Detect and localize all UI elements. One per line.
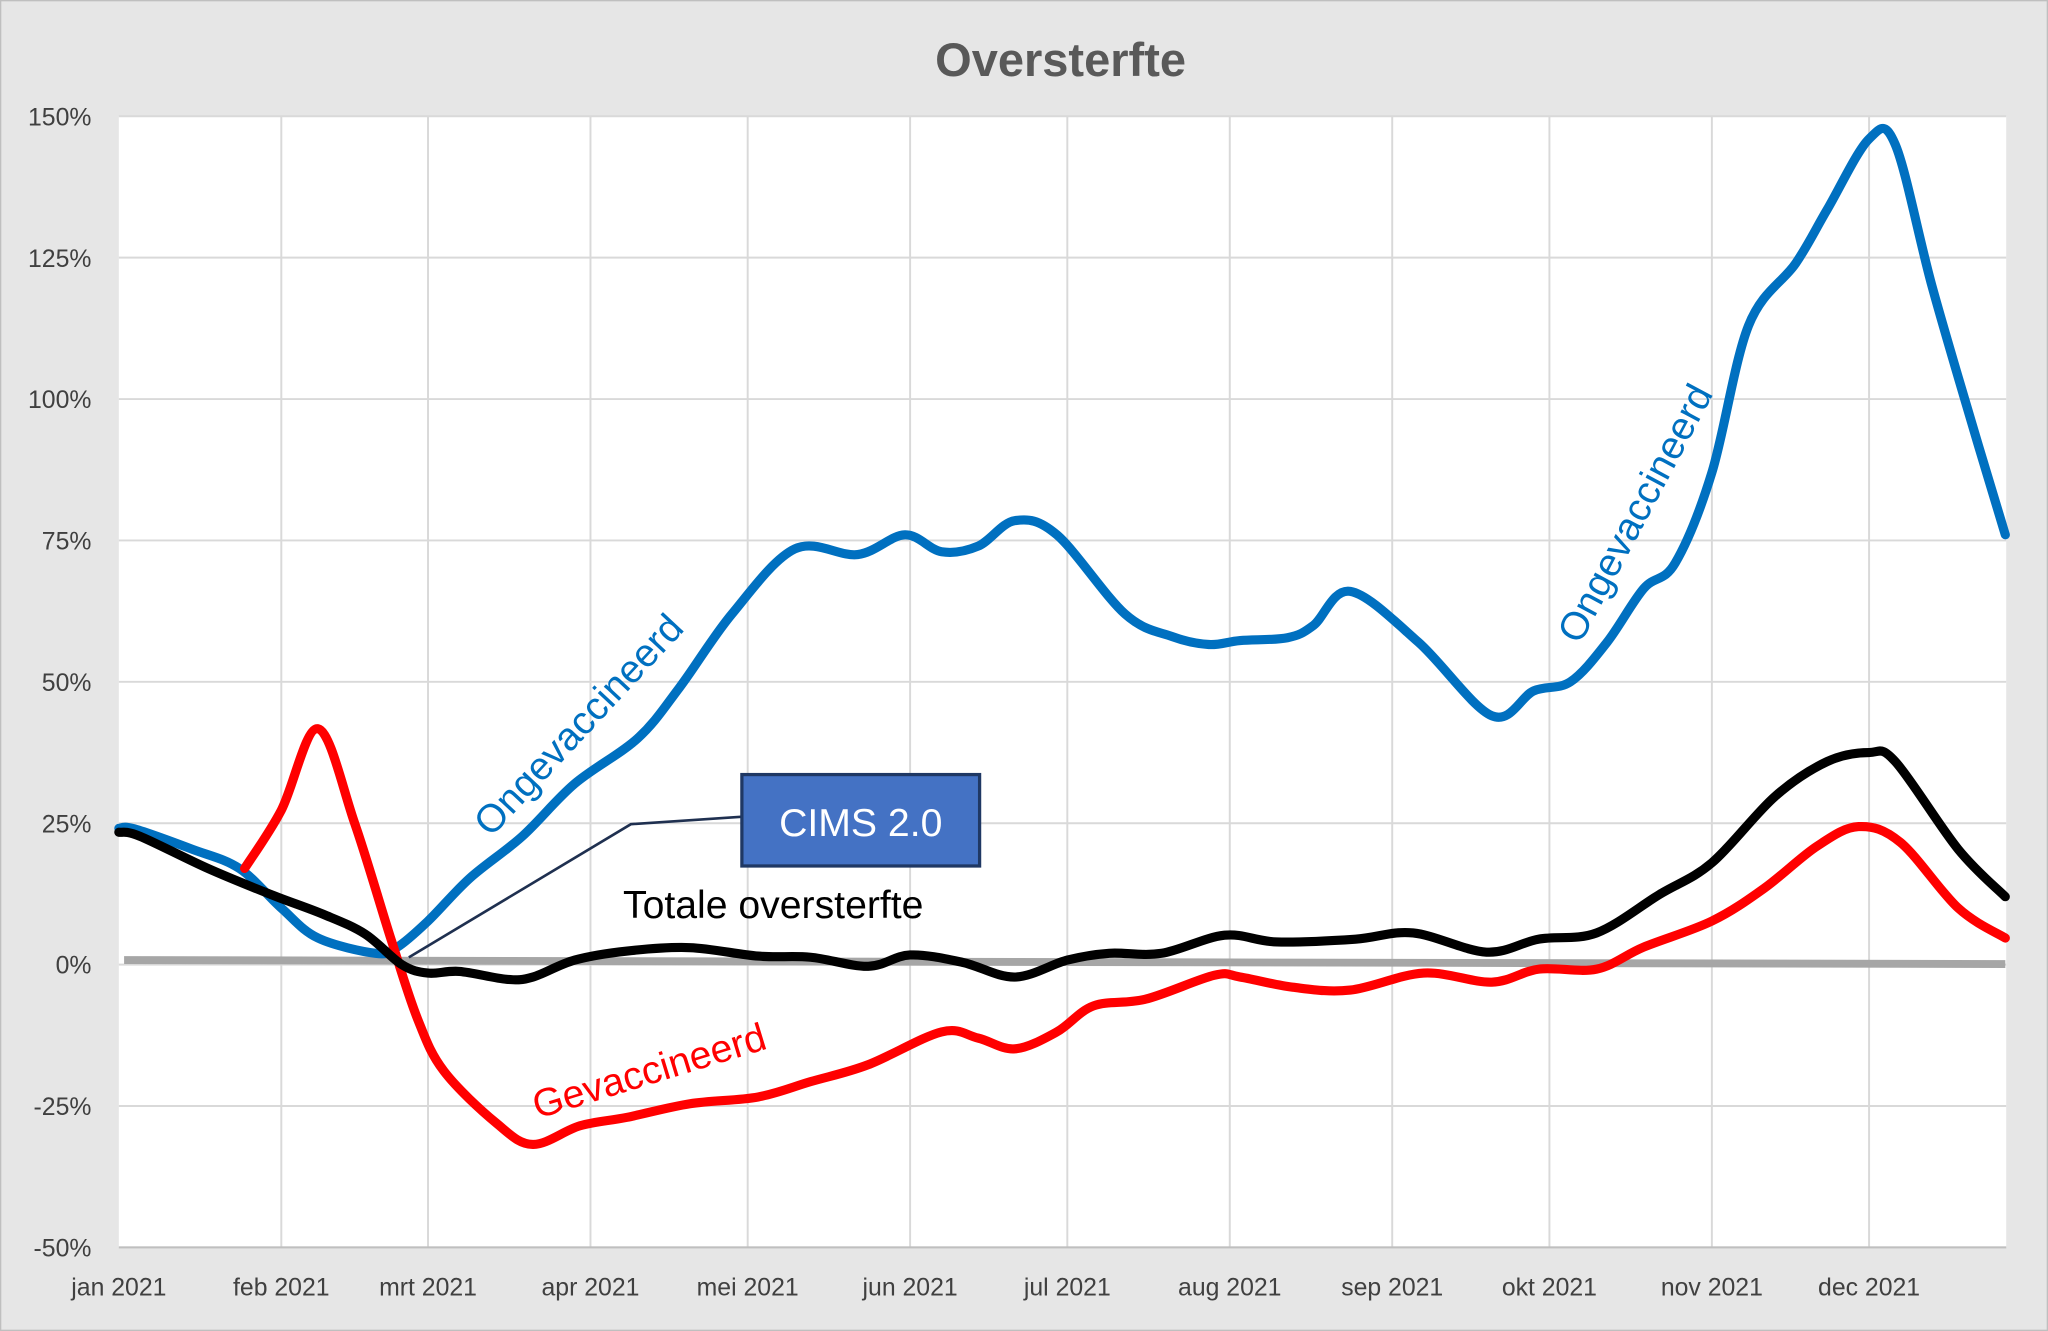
y-tick-label: 50% xyxy=(42,670,92,697)
cims-box xyxy=(740,772,982,868)
x-tick-label: dec 2021 xyxy=(1818,1275,1920,1302)
x-tick-label: mrt 2021 xyxy=(379,1275,477,1302)
x-tick-label: nov 2021 xyxy=(1661,1275,1763,1302)
y-tick-label: 75% xyxy=(42,529,92,556)
y-tick-label: 0% xyxy=(56,953,92,980)
x-tick-label: feb 2021 xyxy=(233,1275,330,1302)
x-tick-label: aug 2021 xyxy=(1178,1275,1281,1302)
x-tick-label: jul 2021 xyxy=(1023,1275,1111,1302)
cims-connector-line xyxy=(408,815,749,959)
totale-oversterfte-label: Totale oversterfte xyxy=(623,884,923,927)
y-tick-label: -50% xyxy=(34,1236,92,1263)
x-tick-label: jun 2021 xyxy=(862,1275,958,1302)
series-line-ongevaccineerd xyxy=(114,124,2010,959)
x-axis-ticks: jan 2021 feb 2021 mrt 2021 apr 2021 mei 2021… xyxy=(70,1275,1920,1302)
series-line-gevaccineerd xyxy=(240,724,2010,1150)
y-axis-ticks: 150% 125% 100% 75% 50% 25% 0% -25% -50% xyxy=(28,104,91,1262)
y-tick-label: -25% xyxy=(34,1094,92,1121)
x-tick-label: jan 2021 xyxy=(70,1275,166,1302)
series-line-totale-oversterfte xyxy=(114,746,2010,985)
y-tick-label: 25% xyxy=(42,811,92,838)
x-tick-label: mei 2021 xyxy=(697,1275,799,1302)
x-tick-label: apr 2021 xyxy=(542,1275,640,1302)
y-tick-label: 125% xyxy=(28,246,91,273)
y-tick-label: 100% xyxy=(28,387,91,414)
y-tick-label: 150% xyxy=(28,104,91,131)
series-lines xyxy=(114,124,2010,1150)
x-tick-label: okt 2021 xyxy=(1502,1275,1597,1302)
chart-title: Oversterfte xyxy=(935,33,1186,86)
x-tick-label: sep 2021 xyxy=(1341,1275,1443,1302)
cims-label: CIMS 2.0 xyxy=(779,802,942,845)
